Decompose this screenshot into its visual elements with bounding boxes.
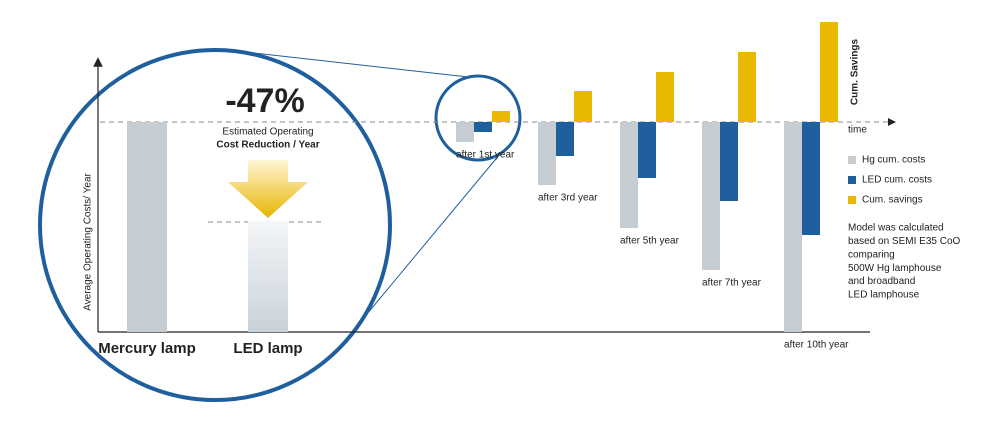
- legend-swatch: [848, 176, 856, 184]
- note: 500W Hg lamphouse: [848, 263, 942, 274]
- subtitle: Cost Reduction / Year: [216, 140, 319, 151]
- x-tick-label: LED lamp: [233, 340, 302, 357]
- bar: [620, 122, 638, 228]
- zoom-circle-small: [434, 74, 522, 162]
- bar: [248, 220, 288, 332]
- note: LED lamphouse: [848, 290, 920, 301]
- bar: [638, 122, 656, 178]
- zoom-circle: [38, 48, 392, 402]
- bar: [656, 72, 674, 122]
- subtitle: Estimated Operating: [222, 127, 313, 138]
- x-tick-label: after 10th year: [784, 340, 849, 351]
- legend-label: Cum. savings: [862, 195, 923, 206]
- note: comparing: [848, 249, 895, 260]
- bar: [492, 111, 510, 122]
- bar: [474, 122, 492, 132]
- bar: [738, 52, 756, 122]
- x-tick-label: Mercury lamp: [98, 340, 196, 357]
- note: based on SEMI E35 CoO: [848, 236, 961, 247]
- bar: [538, 122, 556, 185]
- y-axis-label: Average Operating Costs/ Year: [83, 172, 94, 310]
- x-axis-label: time: [848, 125, 867, 136]
- note: Model was calculated: [848, 223, 944, 234]
- x-tick-label: after 5th year: [620, 236, 680, 247]
- reduction-arrow: [228, 160, 308, 218]
- legend-swatch: [848, 156, 856, 164]
- x-tick-label: after 7th year: [702, 278, 762, 289]
- annotation: -47%: [225, 82, 304, 120]
- x-tick-label: after 1st year: [456, 150, 515, 161]
- legend-swatch: [848, 196, 856, 204]
- bar: [784, 122, 802, 332]
- bar: [574, 91, 592, 122]
- bar: [820, 22, 838, 122]
- x-tick-label: after 3rd year: [538, 193, 598, 204]
- note: and broadband: [848, 276, 915, 287]
- bar: [720, 122, 738, 201]
- legend-label: Hg cum. costs: [862, 155, 925, 166]
- legend-label: LED cum. costs: [862, 175, 932, 186]
- bar: [802, 122, 820, 235]
- bar: [702, 122, 720, 270]
- marks: Mercury lamp LED lamp after 1st year after …: [98, 22, 961, 357]
- bar: [456, 122, 474, 142]
- zoom-line: [351, 153, 501, 333]
- bar: [127, 122, 167, 332]
- bar: [556, 122, 574, 156]
- zoom-line: [244, 51, 469, 78]
- y-axis-label: Cum. Savings: [850, 39, 861, 106]
